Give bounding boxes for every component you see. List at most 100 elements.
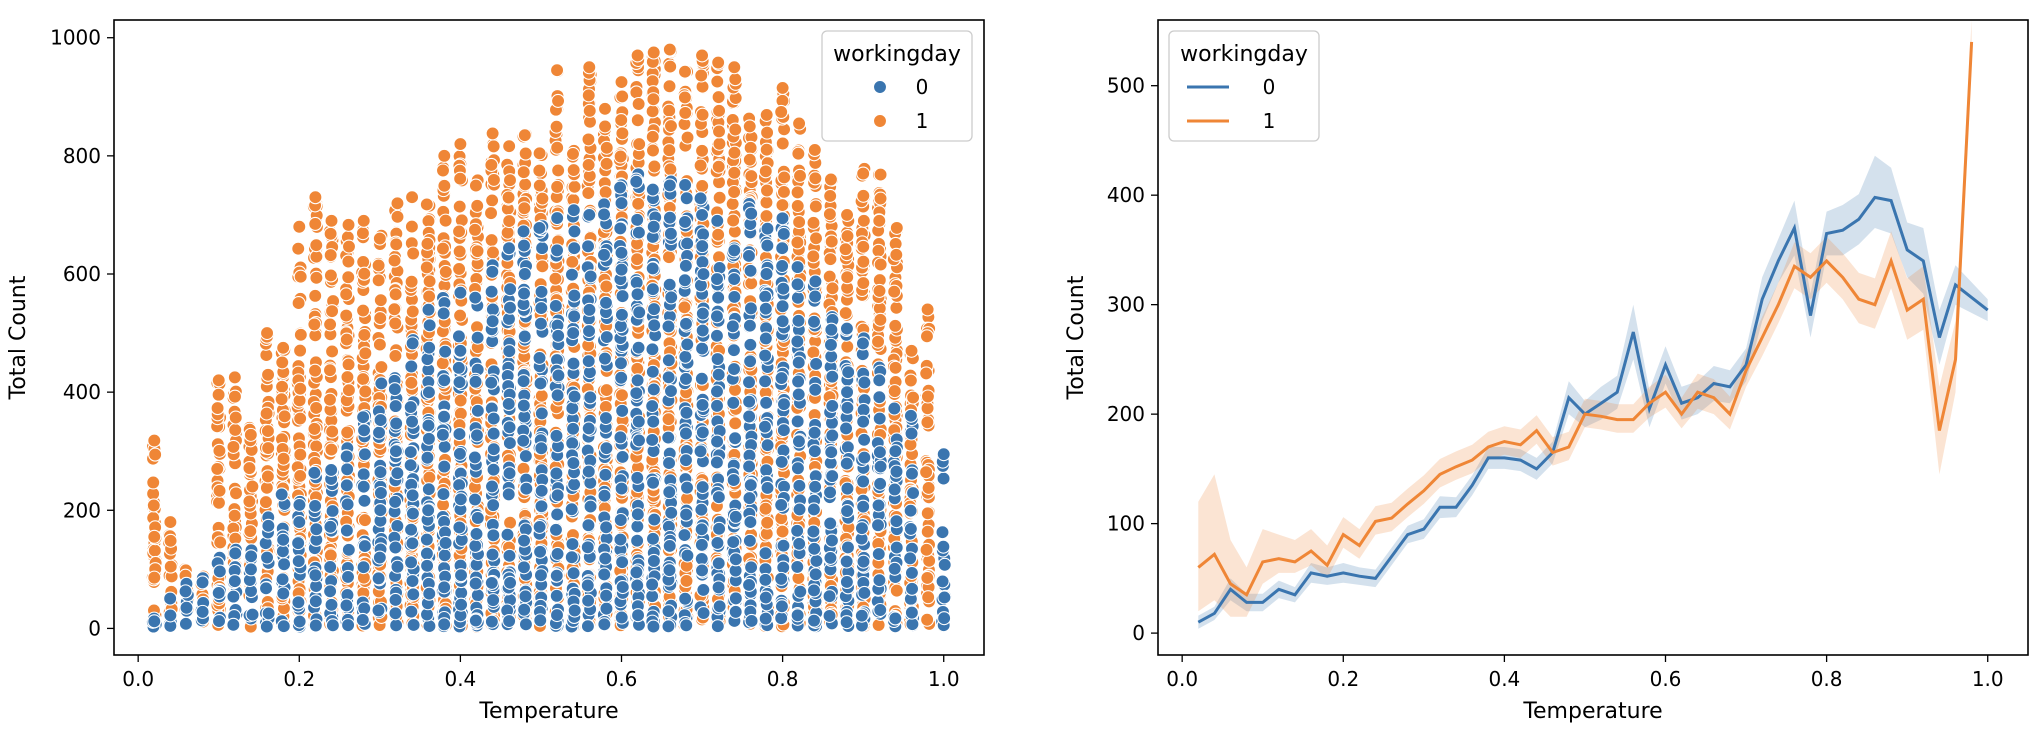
data-point [390,417,403,430]
data-point [599,120,612,133]
data-point [390,238,403,251]
data-point [422,432,435,445]
data-point [292,537,305,550]
data-point [792,147,805,160]
data-point [455,586,468,599]
data-point [503,467,516,480]
data-point [600,141,613,154]
data-point [340,309,353,322]
data-point [503,437,516,450]
data-point [503,215,516,228]
data-point [646,400,659,413]
data-point [568,310,581,323]
data-point [744,141,757,154]
data-point [535,500,548,513]
data-point [294,328,307,341]
data-point [324,227,337,240]
data-point [277,341,290,354]
data-point [807,250,820,263]
data-point [471,331,484,344]
data-point [921,507,934,520]
data-point [436,242,449,255]
data-point [776,525,789,538]
data-point [890,221,903,234]
data-point [582,422,595,435]
data-point [582,594,595,607]
data-point [340,288,353,301]
data-point [452,330,465,343]
data-point [568,225,581,238]
data-point [453,479,466,492]
data-point [920,466,933,479]
data-point [259,496,272,509]
data-point [341,371,354,384]
data-point [420,198,433,211]
data-point [745,277,758,290]
data-point [421,559,434,572]
data-point [920,543,933,556]
data-point [326,425,339,438]
data-point [648,160,661,173]
data-point [728,146,741,159]
data-point [696,179,709,192]
data-point [341,463,354,476]
data-point [549,523,562,536]
data-point [487,499,500,512]
data-point [648,513,661,526]
data-point [228,390,241,403]
data-point [582,519,595,532]
data-point [794,169,807,182]
data-point [227,440,240,453]
data-point [452,361,465,374]
data-point [632,609,645,622]
data-point [647,144,660,157]
data-point [277,620,290,633]
data-point [518,287,531,300]
data-point [776,137,789,150]
data-point [326,619,339,632]
data-point [647,620,660,633]
data-point [535,285,548,298]
data-point [534,377,547,390]
data-point [406,537,419,550]
data-point [631,114,644,127]
data-point [405,523,418,536]
data-point [517,225,530,238]
data-point [486,246,499,259]
data-point [841,340,854,353]
data-point [713,125,726,138]
data-point [454,309,467,322]
data-point [536,192,549,205]
data-point [584,500,597,513]
data-point [600,521,613,534]
data-point [857,277,870,290]
data-point [582,89,595,102]
data-point [759,502,772,515]
data-point [582,133,595,146]
data-point [486,265,499,278]
data-point [647,415,660,428]
data-point [372,604,385,617]
data-point [358,424,371,437]
data-point [647,476,660,489]
data-point [552,164,565,177]
data-point [308,466,321,479]
data-point [294,412,307,425]
data-point [646,365,659,378]
data-point [211,402,224,415]
data-point [437,307,450,320]
data-point [536,260,549,273]
data-point [582,187,595,200]
data-point [502,488,515,501]
data-point [438,581,451,594]
data-point [469,577,482,590]
data-point [149,448,162,461]
data-point [807,216,820,229]
data-point [454,138,467,151]
data-point [712,160,725,173]
data-point [888,285,901,298]
data-point [631,579,644,592]
data-point [246,480,259,493]
data-point [454,172,467,185]
data-point [598,568,611,581]
